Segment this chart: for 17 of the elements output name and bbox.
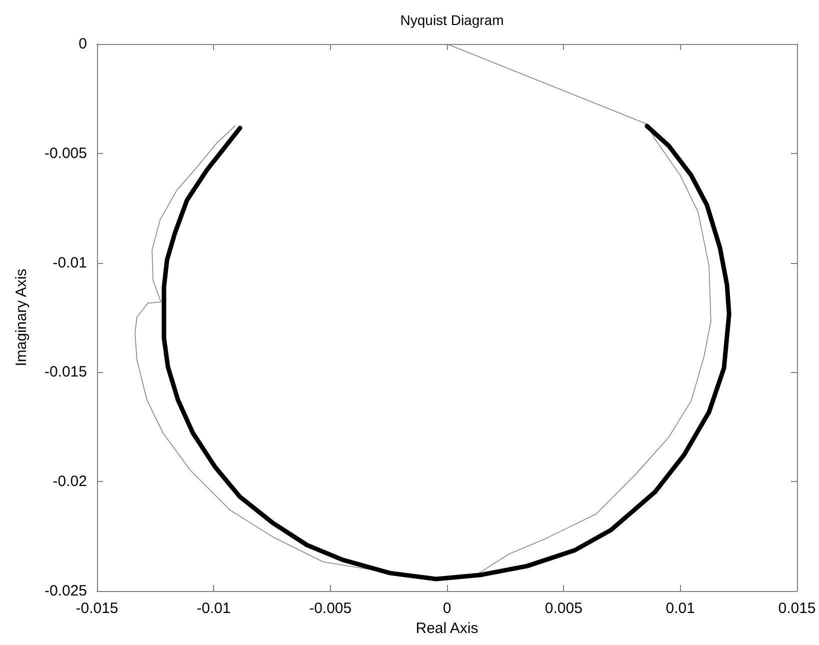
y-tick-label: -0.025 (44, 582, 87, 600)
chart-title: Nyquist Diagram (400, 12, 504, 28)
x-tick-label: -0.01 (196, 600, 231, 617)
y-tick-label: 0 (78, 36, 87, 52)
y-tick-label: -0.005 (44, 144, 87, 162)
y-tick-label: -0.02 (52, 473, 87, 490)
x-tick-label: -0.015 (76, 600, 118, 617)
y-tick-label: -0.015 (44, 364, 87, 381)
x-tick-label: 0.015 (778, 600, 816, 617)
x-tick-label: 0.005 (544, 600, 582, 617)
y-axis-title: Imaginary Axis (13, 268, 30, 366)
y-tick-label: -0.01 (52, 254, 87, 272)
x-tick-label: -0.005 (309, 600, 352, 617)
x-tick-label: 0.01 (666, 600, 695, 617)
x-tick-label: 0 (442, 600, 452, 617)
line-series (162, 124, 732, 582)
x-axis-title: Real Axis (416, 620, 478, 637)
